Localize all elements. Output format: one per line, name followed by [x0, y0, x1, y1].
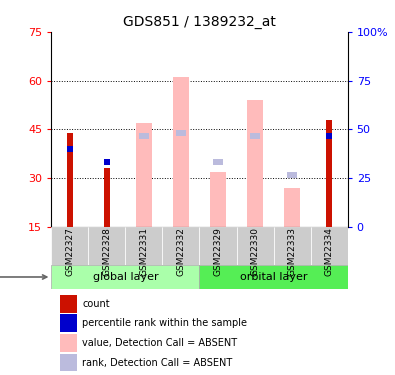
Bar — [247, 100, 263, 227]
Bar — [199, 227, 237, 265]
Text: rank, Detection Call = ABSENT: rank, Detection Call = ABSENT — [83, 358, 233, 368]
Bar — [287, 172, 297, 178]
Text: value, Detection Call = ABSENT: value, Detection Call = ABSENT — [83, 338, 237, 348]
Bar — [213, 159, 223, 165]
Bar — [103, 159, 110, 165]
Bar — [237, 227, 274, 265]
Text: GSM22331: GSM22331 — [139, 228, 149, 276]
Bar — [60, 314, 77, 333]
Bar — [66, 133, 73, 227]
Text: orbital layer: orbital layer — [240, 272, 307, 282]
Title: GDS851 / 1389232_at: GDS851 / 1389232_at — [123, 15, 276, 30]
Bar — [274, 227, 310, 265]
Text: count: count — [83, 298, 110, 309]
Bar — [88, 227, 126, 265]
Bar — [103, 168, 110, 227]
Bar — [250, 133, 260, 139]
Bar — [135, 123, 152, 227]
Bar — [51, 227, 88, 265]
Text: GSM22332: GSM22332 — [177, 228, 186, 276]
Text: GSM22330: GSM22330 — [250, 228, 260, 276]
Bar — [66, 146, 73, 152]
Bar — [284, 188, 300, 227]
Bar — [310, 227, 348, 265]
Text: percentile rank within the sample: percentile rank within the sample — [83, 318, 247, 328]
Bar — [60, 354, 77, 372]
Bar — [60, 334, 77, 352]
Text: GSM22327: GSM22327 — [65, 228, 74, 276]
Text: GSM22334: GSM22334 — [325, 228, 334, 276]
Text: global layer: global layer — [92, 272, 158, 282]
Text: GSM22329: GSM22329 — [213, 228, 222, 276]
Bar — [326, 120, 333, 227]
Text: GSM22328: GSM22328 — [102, 228, 111, 276]
Bar — [210, 172, 226, 227]
Bar — [60, 294, 77, 313]
Text: GSM22333: GSM22333 — [288, 228, 297, 276]
Bar — [162, 227, 199, 265]
Bar — [139, 133, 149, 139]
Bar — [51, 265, 199, 289]
Bar — [126, 227, 162, 265]
Bar — [199, 265, 348, 289]
Bar — [326, 133, 333, 139]
Bar — [176, 130, 186, 135]
Text: tissue: tissue — [0, 272, 47, 282]
Bar — [173, 77, 189, 227]
